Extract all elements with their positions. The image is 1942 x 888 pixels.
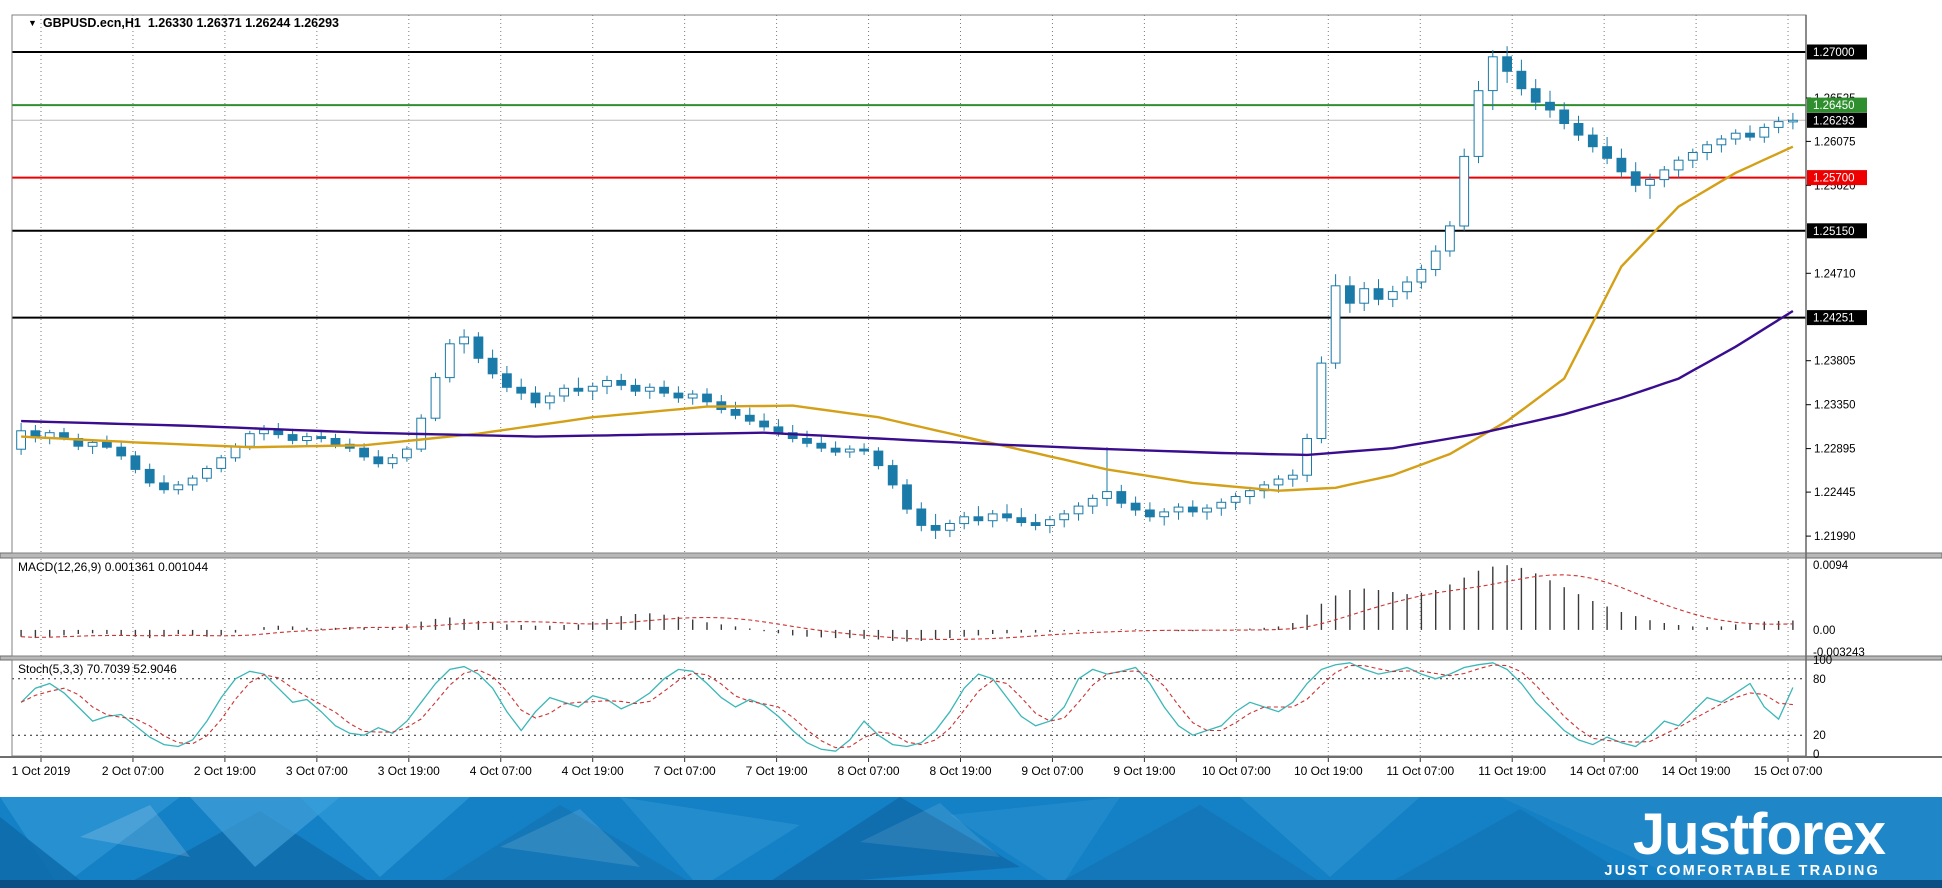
svg-text:80: 80 <box>1813 674 1826 686</box>
svg-text:11 Oct 07:00: 11 Oct 07:00 <box>1386 764 1454 778</box>
svg-text:0.00: 0.00 <box>1813 625 1835 637</box>
stoch-level-lines <box>12 678 1806 736</box>
period-separator-gridlines <box>40 15 1789 756</box>
stoch-d-line <box>20 664 1793 749</box>
svg-text:7 Oct 07:00: 7 Oct 07:00 <box>654 764 716 778</box>
brand-tagline: JUST COMFORTABLE TRADING <box>1604 863 1880 879</box>
footer-graphic: Justforex JUST COMFORTABLE TRADING <box>0 797 1942 888</box>
svg-text:1.24710: 1.24710 <box>1814 268 1856 280</box>
svg-text:1.21990: 1.21990 <box>1814 531 1856 543</box>
svg-text:3 Oct 07:00: 3 Oct 07:00 <box>286 764 348 778</box>
svg-text:9 Oct 07:00: 9 Oct 07:00 <box>1021 764 1083 778</box>
ma-gold-line <box>21 145 1794 492</box>
svg-text:14 Oct 07:00: 14 Oct 07:00 <box>1570 764 1639 778</box>
svg-text:7 Oct 19:00: 7 Oct 19:00 <box>746 764 808 778</box>
panel-separators[interactable] <box>0 552 1942 661</box>
svg-text:1.22895: 1.22895 <box>1814 444 1856 456</box>
footer-bottom-strip <box>0 880 1942 888</box>
macd-axis[interactable]: 0.0094 0.00 -0.003243 <box>1813 560 1865 659</box>
svg-text:9 Oct 19:00: 9 Oct 19:00 <box>1113 764 1175 778</box>
svg-text:1.25150: 1.25150 <box>1813 226 1855 238</box>
stoch-k-line <box>20 662 1794 752</box>
svg-text:2 Oct 07:00: 2 Oct 07:00 <box>102 764 164 778</box>
svg-text:1.22445: 1.22445 <box>1814 487 1856 499</box>
svg-text:1 Oct 2019: 1 Oct 2019 <box>12 764 71 778</box>
svg-text:1.24251: 1.24251 <box>1813 313 1855 325</box>
svg-text:10 Oct 19:00: 10 Oct 19:00 <box>1294 764 1363 778</box>
svg-text:20: 20 <box>1813 730 1826 742</box>
macd-histogram <box>20 565 1794 642</box>
svg-text:1.27000: 1.27000 <box>1813 47 1855 59</box>
footer-triangle-mosaic <box>0 797 1942 888</box>
price-axis[interactable]: 1.265251.260751.256201.247101.238051.233… <box>1806 44 1867 544</box>
footer-banner: Justforex JUST COMFORTABLE TRADING <box>0 797 1942 888</box>
svg-text:1.25700: 1.25700 <box>1813 173 1855 185</box>
chart-canvas[interactable]: 1.265251.260751.256201.247101.238051.233… <box>0 0 1942 797</box>
chart-ohlc-values: 1.26330 1.26371 1.26244 1.26293 <box>147 16 339 30</box>
stoch-axis[interactable]: 100 80 20 0 <box>1813 655 1832 761</box>
brand-logo: Justforex <box>1633 802 1886 867</box>
chart-title: ▼ GBPUSD.ecn,H1 1.26330 1.26371 1.26244 1… <box>28 16 339 30</box>
chevron-down-icon: ▼ <box>28 18 37 28</box>
ma-purple-line <box>21 309 1794 457</box>
svg-text:0: 0 <box>1813 749 1819 761</box>
chart-symbol-label: GBPUSD.ecn,H1 <box>42 16 141 30</box>
svg-text:14 Oct 19:00: 14 Oct 19:00 <box>1662 764 1731 778</box>
svg-text:2 Oct 19:00: 2 Oct 19:00 <box>194 764 256 778</box>
chart-frame <box>0 14 1942 758</box>
svg-text:10 Oct 07:00: 10 Oct 07:00 <box>1202 764 1271 778</box>
svg-text:1.23805: 1.23805 <box>1814 356 1856 368</box>
svg-text:100: 100 <box>1813 655 1832 667</box>
svg-text:1.26075: 1.26075 <box>1814 136 1856 148</box>
svg-text:8 Oct 07:00: 8 Oct 07:00 <box>838 764 900 778</box>
macd-indicator-label: MACD(12,26,9) 0.001361 0.001044 <box>18 560 209 574</box>
svg-text:1.26293: 1.26293 <box>1813 115 1855 127</box>
svg-text:4 Oct 19:00: 4 Oct 19:00 <box>562 764 624 778</box>
svg-text:3 Oct 19:00: 3 Oct 19:00 <box>378 764 440 778</box>
svg-text:15 Oct 07:00: 15 Oct 07:00 <box>1754 764 1823 778</box>
svg-text:4 Oct 07:00: 4 Oct 07:00 <box>470 764 532 778</box>
svg-text:8 Oct 19:00: 8 Oct 19:00 <box>929 764 991 778</box>
stoch-indicator-label: Stoch(5,3,3) 70.7039 52.9046 <box>18 662 177 676</box>
svg-text:11 Oct 19:00: 11 Oct 19:00 <box>1478 764 1546 778</box>
macd-signal-line <box>21 574 1793 641</box>
time-axis[interactable]: 1 Oct 2019 2 Oct 07:00 2 Oct 19:00 3 Oct 07… <box>12 758 1823 778</box>
svg-text:1.26450: 1.26450 <box>1813 100 1855 112</box>
svg-text:-0.003243: -0.003243 <box>1813 647 1865 659</box>
svg-text:0.0094: 0.0094 <box>1813 560 1849 572</box>
svg-text:1.23350: 1.23350 <box>1814 400 1856 412</box>
